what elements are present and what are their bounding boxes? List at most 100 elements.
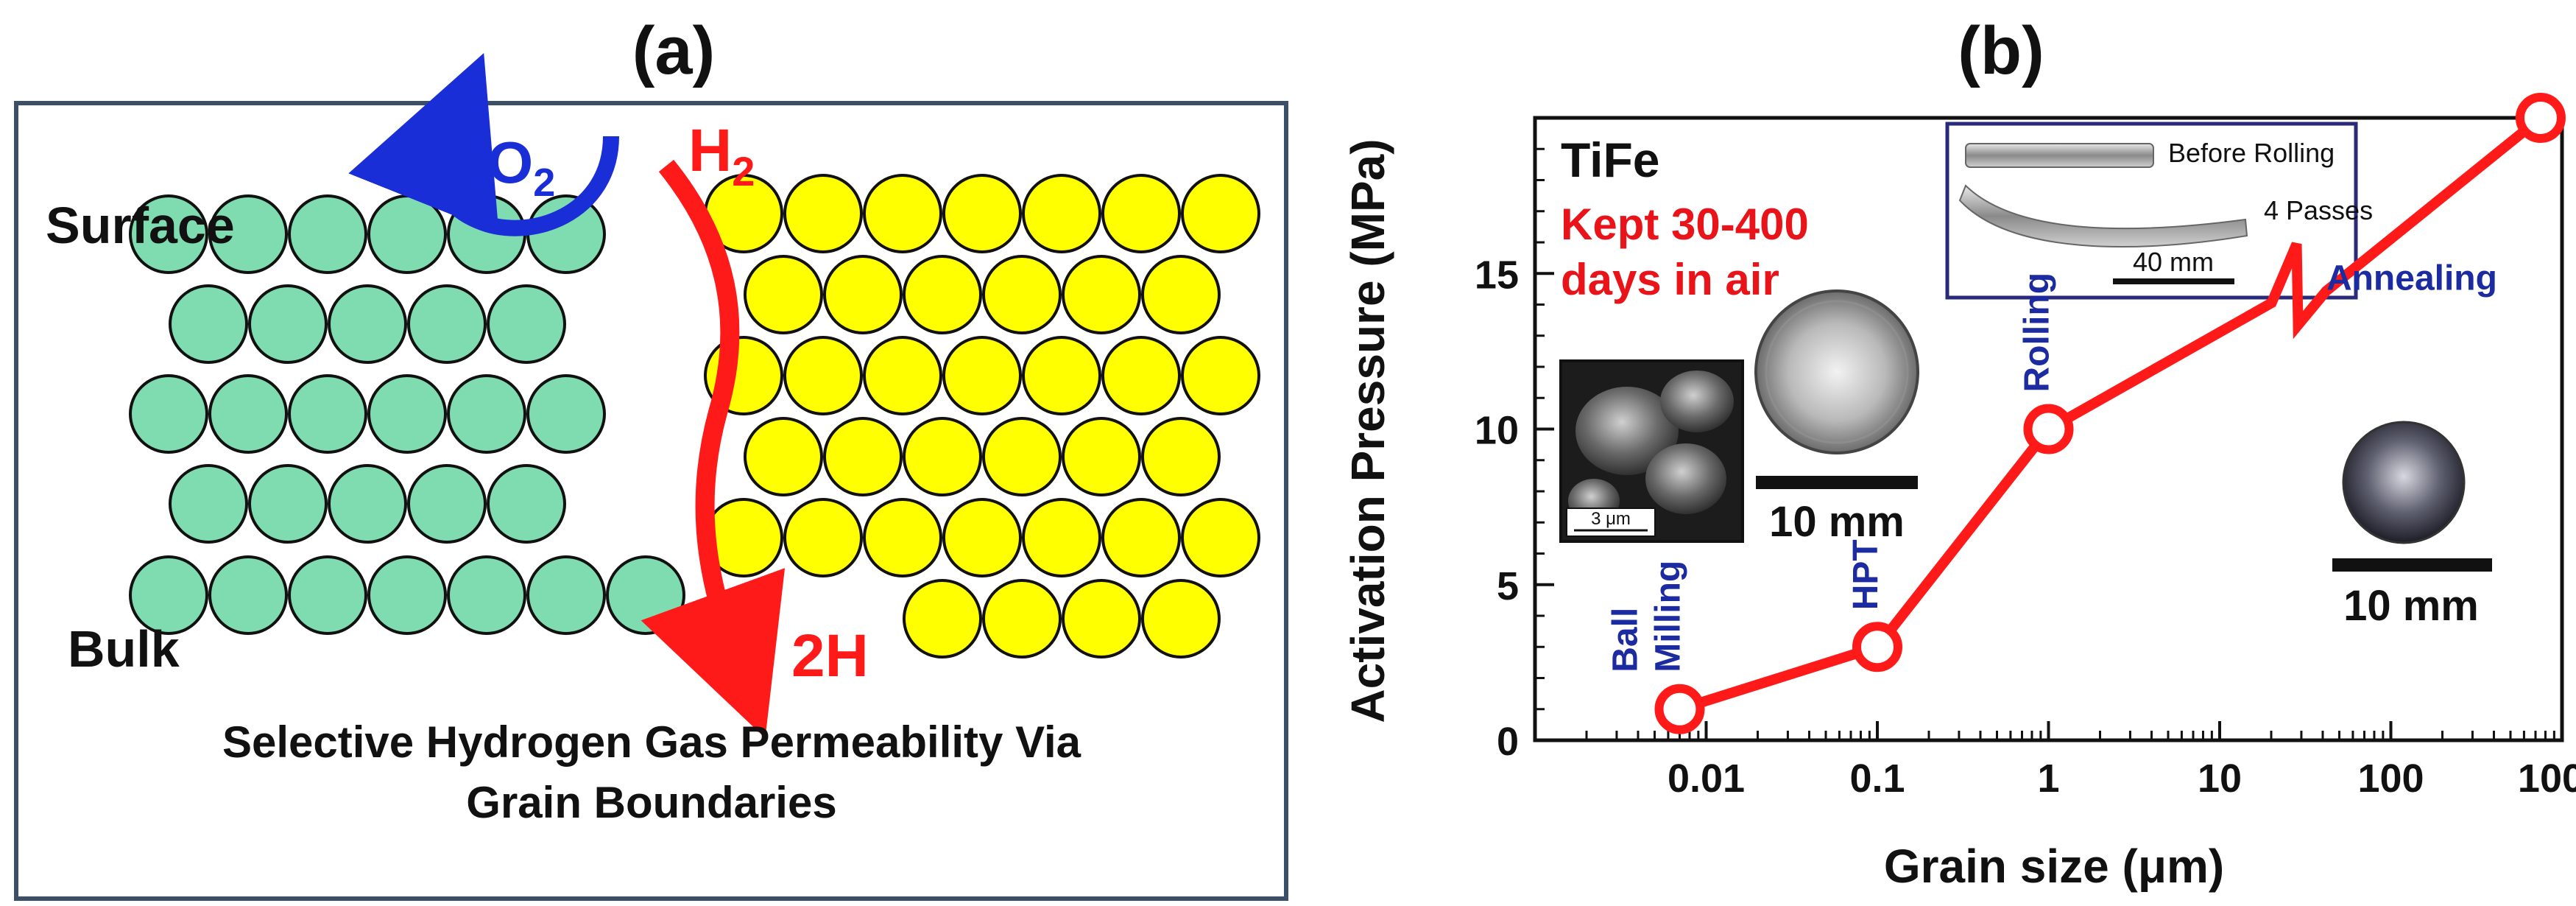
annealing-disc — [2342, 421, 2466, 544]
yellow-grain — [1022, 336, 1101, 415]
hpt-disc-rim — [1765, 300, 1909, 444]
yellow-grain — [1101, 498, 1181, 577]
yellow-grain — [1181, 498, 1260, 577]
h2-subscript: 2 — [732, 148, 755, 194]
process-label: Rolling — [2018, 273, 2057, 393]
yellow-grain — [942, 174, 1022, 253]
green-grain — [129, 374, 208, 454]
sem-particle — [1645, 443, 1726, 514]
green-grain — [208, 194, 288, 274]
o2-label: O2 — [487, 130, 555, 205]
annealing-scale-label: 10 mm — [2343, 582, 2479, 630]
data-point — [1654, 684, 1705, 734]
yellow-grain — [982, 255, 1062, 334]
yellow-grain — [982, 579, 1062, 659]
o2-arrow-icon — [348, 52, 619, 236]
yellow-grain — [1062, 579, 1141, 659]
yellow-grain — [982, 417, 1062, 496]
h2-symbol: H — [688, 117, 732, 184]
sem-scale-label: 3 μm — [1591, 509, 1631, 529]
before-rolling-label: Before Rolling — [2168, 138, 2335, 168]
green-grain — [407, 464, 487, 544]
yellow-grain — [1062, 255, 1141, 334]
green-grain — [407, 284, 487, 364]
yellow-grain — [1141, 417, 1221, 496]
yellow-grain — [903, 417, 982, 496]
data-point — [2023, 404, 2074, 454]
green-grain — [367, 555, 447, 635]
green-grain — [367, 194, 447, 274]
green-grain — [288, 374, 367, 454]
green-grain — [606, 555, 685, 635]
yellow-grain — [1062, 417, 1141, 496]
process-label: HPT — [1846, 539, 1885, 610]
yellow-grain — [1181, 336, 1260, 415]
sem-particle — [1660, 371, 1734, 432]
yellow-grain — [942, 498, 1022, 577]
green-grain — [288, 555, 367, 635]
panel-a-label: (a) — [632, 13, 715, 88]
green-grain — [447, 555, 526, 635]
yellow-grain — [1022, 498, 1101, 577]
yellow-grain — [823, 255, 903, 334]
hpt-disc — [1754, 289, 1919, 454]
bar-before-rolling — [1965, 143, 2154, 168]
green-grain — [367, 374, 447, 454]
yellow-grain — [903, 255, 982, 334]
h2-arrow-icon — [641, 159, 786, 739]
yellow-grain — [863, 336, 942, 415]
green-grain — [487, 464, 566, 544]
green-grain — [288, 194, 367, 274]
note-line-2: days in air — [1561, 255, 1779, 304]
yellow-grain — [942, 336, 1022, 415]
yellow-grain-cluster — [704, 174, 1260, 659]
bulk-label: Bulk — [68, 620, 180, 678]
yellow-grain — [863, 498, 942, 577]
hpt-disc-inset: 10 mm — [1754, 289, 1919, 546]
green-grain — [208, 374, 288, 454]
bar-after-rolling — [1958, 184, 2248, 248]
caption-line-2: Grain Boundaries — [466, 778, 836, 827]
process-label: Annealing — [2326, 259, 2497, 298]
yellow-grain — [863, 174, 942, 253]
o2-subscript: 2 — [533, 161, 555, 205]
green-grain — [526, 555, 606, 635]
process-label: Ball — [1606, 608, 1645, 673]
hpt-scale-label: 10 mm — [1769, 498, 1905, 546]
panel-a-frame — [14, 101, 1288, 901]
data-point — [1852, 622, 1902, 673]
rolling-scale-label: 40 mm — [2133, 247, 2214, 277]
green-grain — [129, 555, 208, 635]
y-tick-label: 5 — [1497, 564, 1519, 608]
yellow-grain — [903, 579, 982, 659]
passes-label: 4 Passes — [2264, 195, 2373, 225]
x-tick-label: 1 — [2037, 756, 2059, 801]
surface-label: Surface — [46, 197, 235, 254]
green-grain — [248, 284, 328, 364]
green-grain — [208, 555, 288, 635]
product-label: 2H — [791, 622, 869, 689]
yellow-grain — [1141, 255, 1221, 334]
sem-scale-box — [1566, 508, 1656, 537]
y-tick-label: 15 — [1475, 253, 1519, 297]
o2-symbol: O — [487, 130, 533, 195]
yellow-grain — [783, 174, 863, 253]
yellow-grain — [1022, 174, 1101, 253]
process-label: Milling — [1648, 561, 1687, 673]
green-grain — [169, 464, 248, 544]
x-axis-label: Grain size (μm) — [1884, 840, 2224, 893]
h2-label: H2 — [688, 117, 755, 194]
rolling-inset: Before Rolling 4 Passes 40 mm — [1945, 122, 2373, 300]
green-grain — [447, 374, 526, 454]
green-grain — [328, 464, 407, 544]
panel-a: (a) O2 H2 2H Surface Bulk Selective Hydr… — [14, 13, 1288, 901]
y-tick-label: 0 — [1497, 720, 1519, 764]
material-label: TiFe — [1561, 133, 1659, 187]
green-grain-cluster — [129, 194, 685, 635]
note-line-1: Kept 30-400 — [1561, 200, 1809, 249]
data-point — [2515, 93, 2566, 143]
